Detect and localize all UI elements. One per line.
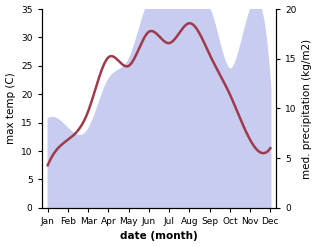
X-axis label: date (month): date (month) (120, 231, 198, 242)
Y-axis label: med. precipitation (kg/m2): med. precipitation (kg/m2) (302, 38, 313, 179)
Y-axis label: max temp (C): max temp (C) (5, 73, 16, 144)
